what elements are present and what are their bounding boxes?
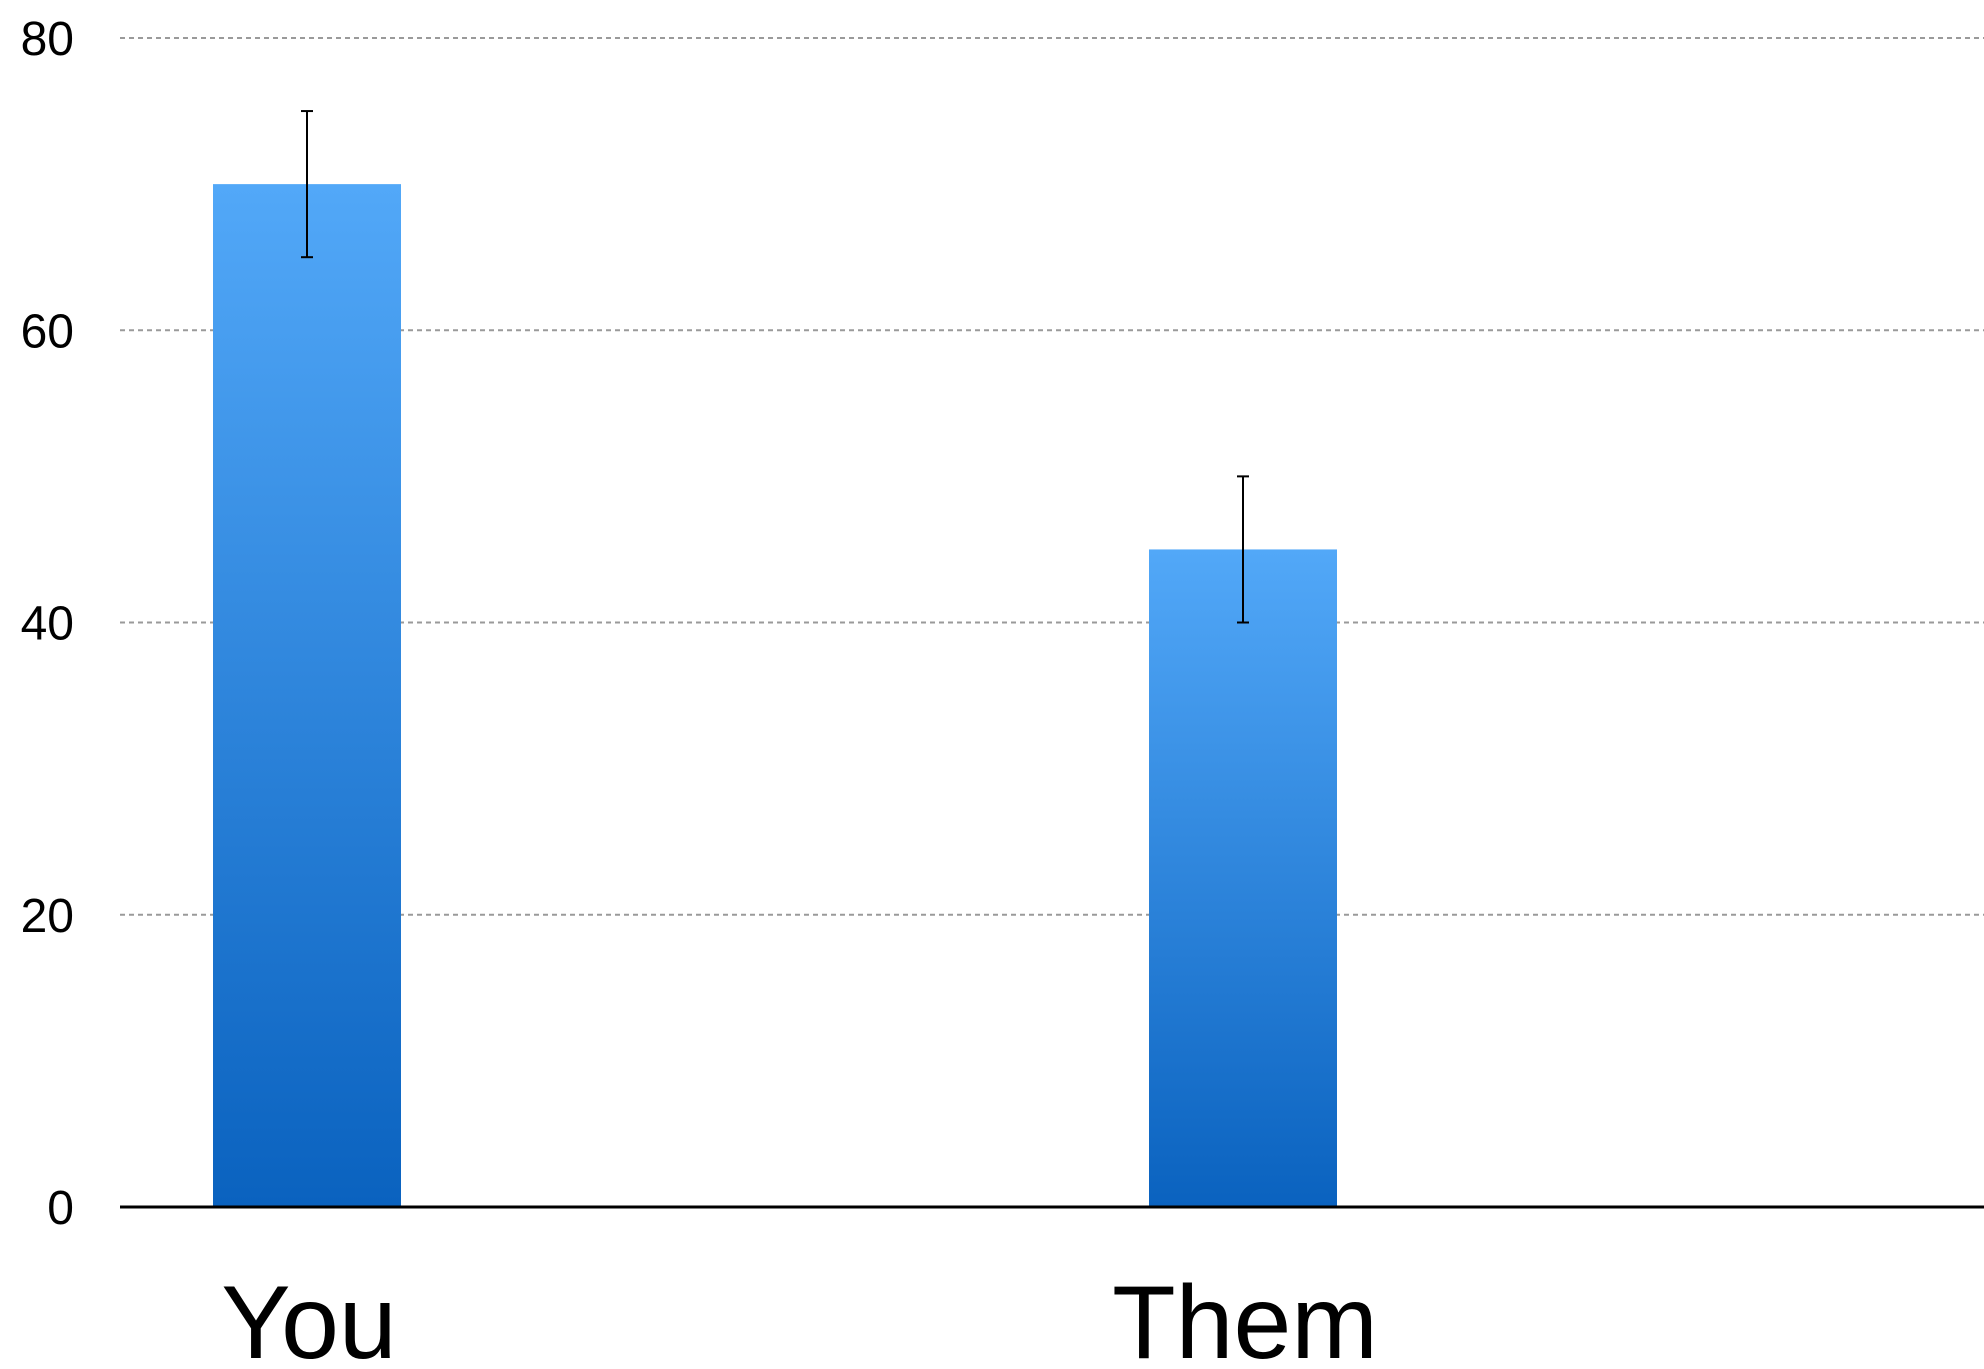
y-tick-label-60: 60 (21, 305, 74, 358)
y-tick-label-80: 80 (21, 13, 74, 66)
y-tick-label-40: 40 (21, 598, 74, 651)
grid-lines (120, 37, 1984, 916)
x-axis-labels: You Them (221, 1265, 1378, 1369)
error-bar-you (301, 110, 313, 259)
y-tick-label-0: 0 (47, 1182, 74, 1235)
x-category-label-them: Them (1112, 1265, 1378, 1369)
x-category-label-you: You (221, 1265, 397, 1369)
y-tick-label-20: 20 (21, 890, 74, 943)
error-bars (301, 110, 1249, 624)
bar-you (213, 184, 401, 1207)
bars (213, 184, 1337, 1207)
error-bar-them (1237, 475, 1249, 624)
bar-them (1149, 549, 1337, 1207)
y-axis-ticks: 0 20 40 60 80 (21, 13, 74, 1235)
